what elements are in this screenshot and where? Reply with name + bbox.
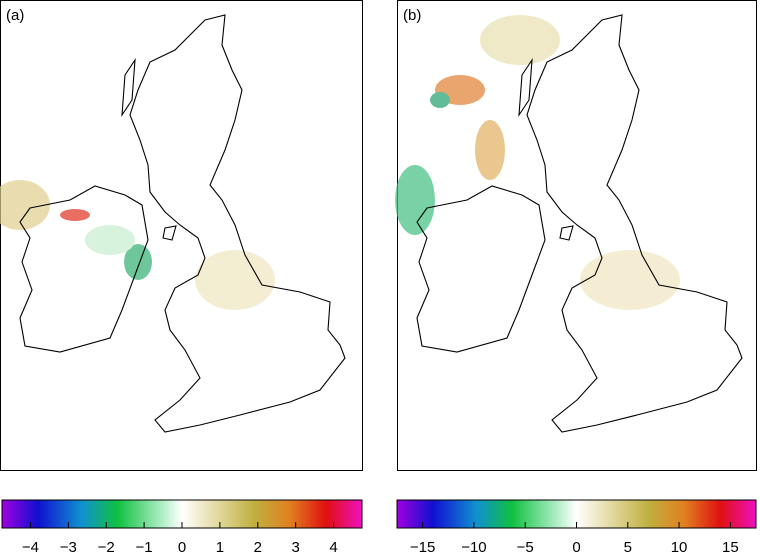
colorbar-tick-label: 10 xyxy=(671,539,688,553)
colorbar-tick-label: −4 xyxy=(22,539,39,553)
colorbar-tick-label: 5 xyxy=(624,539,632,553)
colorbar-tick-label: 0 xyxy=(178,539,186,553)
colorbar-tick-label: −10 xyxy=(461,539,486,553)
panel-label: (b) xyxy=(403,7,421,24)
colorbar-tick-label: 3 xyxy=(292,539,300,553)
colorbar-tick-label: 2 xyxy=(254,539,262,553)
colorbar-tick-label: −2 xyxy=(98,539,115,553)
colorbar-tick-label: 4 xyxy=(329,539,337,553)
colorbar-tick-label: −3 xyxy=(60,539,77,553)
colorbar-tick-label: 1 xyxy=(216,539,224,553)
map-frame xyxy=(0,0,363,471)
panel-b xyxy=(395,0,757,471)
panel-a xyxy=(0,0,363,471)
field-blobs xyxy=(395,15,680,310)
colorbar-tick-label: 15 xyxy=(722,539,739,553)
colorbar-tick-label: −1 xyxy=(136,539,153,553)
panel-label: (a) xyxy=(6,7,24,24)
colorbar-tick-label: −15 xyxy=(410,539,435,553)
colorbar-tick-label: −5 xyxy=(517,539,534,553)
colorbar-tick-label: 0 xyxy=(572,539,580,553)
field-blobs xyxy=(0,180,275,310)
